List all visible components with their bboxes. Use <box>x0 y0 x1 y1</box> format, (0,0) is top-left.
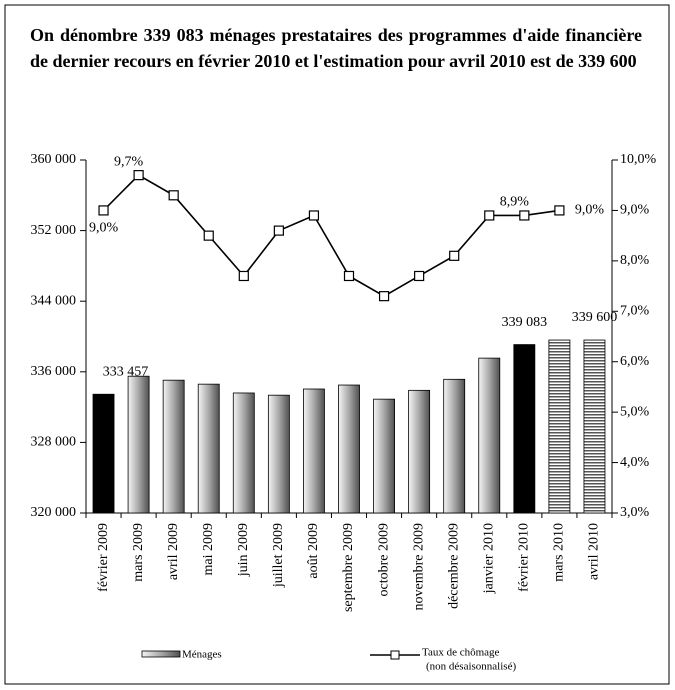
y-tick-label: 320 000 <box>31 505 77 520</box>
line-marker <box>554 205 565 216</box>
bar-label: 333 457 <box>103 364 149 379</box>
y-tick-label: 344 000 <box>31 293 77 308</box>
bar <box>338 384 360 514</box>
y2-tick-label: 10,0% <box>620 152 657 167</box>
bar <box>408 389 431 514</box>
y-tick-label: 360 000 <box>31 152 77 167</box>
y-tick-label: 328 000 <box>31 435 77 450</box>
frame <box>4 4 670 685</box>
line-marker <box>449 250 460 261</box>
line <box>102 174 560 298</box>
legend-swatch <box>141 650 181 658</box>
line-marker <box>378 291 390 302</box>
x-tick-label: novembre 2009 <box>411 523 426 610</box>
line-marker <box>273 225 284 236</box>
x-tick-label: mai 2009 <box>201 523 216 576</box>
bar <box>267 394 290 514</box>
bar-label: 339 600 <box>572 310 618 325</box>
bar <box>373 398 395 514</box>
x-tick-label: décembre 2009 <box>446 523 461 609</box>
line-label: 8,9% <box>500 195 530 210</box>
line-marker <box>133 170 144 181</box>
bar <box>197 383 220 514</box>
bar <box>513 344 536 514</box>
y2-tick-label: 6,0% <box>620 354 650 369</box>
line-marker <box>98 205 109 216</box>
x-tick-label: août 2009 <box>306 523 321 579</box>
bar <box>232 392 255 514</box>
bar <box>478 357 501 514</box>
x-tick-label: avril 2009 <box>166 523 181 580</box>
bar <box>92 393 115 514</box>
bar <box>127 375 150 514</box>
line-marker <box>343 270 355 282</box>
x-tick-label: juillet 2009 <box>271 523 286 588</box>
x-tick-label: janvier 2010 <box>481 523 496 594</box>
line-marker <box>308 210 320 221</box>
y2-tick-label: 3,0% <box>620 505 650 520</box>
y2-tick-label: 4,0% <box>620 455 650 470</box>
y2-tick-label: 7,0% <box>620 304 650 319</box>
y-tick-label: 352 000 <box>31 223 77 238</box>
x-tick-label: avril 2010 <box>587 523 602 580</box>
x-tick-label: mars 2010 <box>552 523 567 582</box>
legend-note: (non désaisonnalisé) <box>426 661 516 673</box>
legend-label: Ménages <box>182 649 222 661</box>
bar <box>583 339 606 514</box>
y2-tick-label: 8,0% <box>620 253 650 268</box>
bar <box>303 388 325 514</box>
legend-label: Taux de chômage <box>422 647 500 659</box>
y-tick-label: 336 000 <box>31 364 77 379</box>
x-tick-label: septembre 2009 <box>341 523 356 612</box>
x-tick-label: février 2010 <box>517 523 532 592</box>
legend-marker <box>390 650 400 660</box>
line-marker <box>484 210 495 221</box>
y2-tick-label: 5,0% <box>620 404 650 419</box>
bar-label: 339 083 <box>502 315 548 330</box>
line-marker <box>238 270 249 282</box>
x-tick-label: octobre 2009 <box>376 523 391 596</box>
bar <box>162 379 185 514</box>
y2-tick-label: 9,0% <box>620 203 650 218</box>
line-label: 9,0% <box>575 203 605 218</box>
x-tick-label: février 2009 <box>96 523 111 592</box>
x-tick-label: mars 2009 <box>131 523 146 582</box>
chart-title: On dénombre 339 083 ménages prestataires… <box>30 25 642 71</box>
bar <box>548 339 571 514</box>
x-tick-label: juin 2009 <box>236 523 251 577</box>
line-marker <box>519 210 530 221</box>
line-marker <box>168 190 179 201</box>
line-marker <box>203 230 214 241</box>
line-label: 9,7% <box>114 154 144 169</box>
bar <box>443 378 466 514</box>
line-label: 9,0% <box>89 221 119 236</box>
line-marker <box>414 270 425 282</box>
